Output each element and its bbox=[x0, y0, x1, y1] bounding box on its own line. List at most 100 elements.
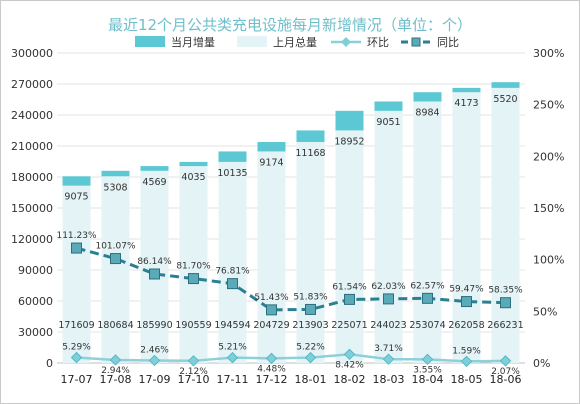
x-tick-label: 18-06 bbox=[490, 373, 522, 386]
y-left-tick: 60000 bbox=[18, 295, 53, 308]
mom-label: 5.22% bbox=[296, 343, 325, 353]
legend-increment-label: 当月增量 bbox=[171, 35, 215, 49]
y-right-tick: 0% bbox=[533, 357, 550, 370]
prev-total-bar bbox=[179, 166, 208, 363]
x-tick-label: 18-05 bbox=[451, 373, 483, 386]
data-labels: 9075 171609 111.23% 5.29% 5308 180684 101.07% 2… bbox=[56, 94, 523, 377]
prev-total-bar bbox=[140, 170, 169, 363]
increment-bar bbox=[452, 87, 481, 93]
prev-total-bar bbox=[374, 110, 403, 364]
y-right-tick: 150% bbox=[533, 202, 564, 215]
yoy-marker bbox=[422, 292, 433, 304]
yoy-label: 59.47% bbox=[449, 285, 484, 295]
increment-bar bbox=[179, 161, 208, 167]
prev-total-label: 180684 bbox=[97, 320, 133, 331]
x-tick-label: 17-07 bbox=[61, 373, 93, 386]
prev-total-bars bbox=[62, 87, 520, 364]
x-tick-label: 17-08 bbox=[100, 373, 132, 386]
prev-total-label: 190559 bbox=[175, 320, 211, 331]
increment-label: 4569 bbox=[142, 177, 166, 188]
mom-marker bbox=[109, 354, 122, 366]
y-left-tick: 120000 bbox=[11, 233, 53, 246]
prev-total-bar bbox=[257, 151, 286, 363]
prev-total-label: 204729 bbox=[253, 320, 289, 331]
prev-total-bar bbox=[101, 176, 130, 363]
mom-label: 4.48% bbox=[257, 364, 286, 374]
x-tick-label: 18-01 bbox=[295, 373, 327, 386]
mom-marker bbox=[70, 351, 83, 364]
prev-total-bar bbox=[218, 161, 247, 363]
mom-label: 2.12% bbox=[179, 367, 208, 377]
mom-marker bbox=[343, 348, 356, 361]
yoy-marker bbox=[149, 268, 160, 280]
y-left-tick: 270000 bbox=[11, 78, 53, 91]
y-left-tick: 30000 bbox=[18, 326, 53, 339]
increment-label: 18952 bbox=[334, 136, 364, 147]
mom-line-path bbox=[76, 353, 506, 363]
yoy-label: 111.23% bbox=[56, 231, 96, 241]
increment-label: 4173 bbox=[454, 98, 478, 109]
prev-total-label: 225071 bbox=[331, 320, 367, 331]
yoy-label: 86.14% bbox=[137, 257, 172, 267]
y-right-tick: 50% bbox=[533, 305, 557, 318]
prev-total-bar bbox=[296, 141, 325, 363]
y-left-tick: 180000 bbox=[11, 171, 53, 184]
increment-bar bbox=[491, 82, 520, 88]
yoy-label: 62.03% bbox=[371, 282, 406, 292]
increment-label: 11168 bbox=[295, 148, 325, 159]
yoy-label: 62.57% bbox=[410, 281, 445, 291]
increment-bar bbox=[335, 110, 364, 131]
yoy-marker bbox=[461, 296, 472, 308]
increment-label: 9075 bbox=[64, 192, 88, 203]
x-tick-label: 17-09 bbox=[139, 373, 171, 386]
prev-total-label: 266231 bbox=[487, 320, 523, 331]
y-right-tick: 200% bbox=[533, 150, 564, 163]
yoy-label: 58.35% bbox=[488, 286, 523, 296]
prev-total-bar bbox=[491, 87, 520, 364]
increment-label: 9174 bbox=[259, 157, 283, 168]
prev-total-label: 213903 bbox=[292, 320, 328, 331]
y-left-tick: 210000 bbox=[11, 140, 53, 153]
prev-total-label: 171609 bbox=[58, 320, 94, 331]
mom-label: 1.59% bbox=[452, 346, 481, 356]
yoy-label: 51.43% bbox=[254, 293, 289, 303]
increment-label: 9051 bbox=[376, 117, 400, 128]
x-tick-label: 17-10 bbox=[178, 373, 210, 386]
legend-increment-swatch bbox=[135, 36, 165, 47]
yoy-label: 81.70% bbox=[176, 262, 211, 272]
axis-labels: 0 30000 60000 90000 120000 150000 180000 210000… bbox=[11, 47, 564, 386]
legend-yoy-label: 同比 bbox=[437, 36, 459, 49]
yoy-marker bbox=[188, 273, 199, 285]
mom-marker bbox=[460, 355, 473, 368]
increment-bar bbox=[140, 166, 169, 171]
prev-total-label: 194594 bbox=[214, 320, 250, 331]
mom-label: 5.29% bbox=[62, 343, 91, 353]
mom-marker bbox=[421, 353, 434, 366]
yoy-label: 101.07% bbox=[95, 242, 135, 252]
y-left-tick: 150000 bbox=[11, 202, 53, 215]
legend-prev-label: 上月总量 bbox=[273, 35, 317, 49]
yoy-line-path bbox=[76, 246, 506, 312]
increment-bars bbox=[62, 82, 520, 186]
increment-label: 5520 bbox=[493, 94, 517, 105]
increment-bar bbox=[101, 170, 130, 177]
increment-label: 10135 bbox=[217, 168, 247, 179]
increment-label: 5308 bbox=[103, 182, 127, 193]
legend: 当月增量 上月总量 环比 同比 bbox=[135, 35, 459, 49]
x-tick-label: 18-03 bbox=[373, 373, 405, 386]
mom-label: 8.42% bbox=[335, 360, 364, 370]
mom-label: 2.46% bbox=[140, 345, 169, 355]
mom-marker bbox=[499, 355, 512, 367]
prev-total-label: 253074 bbox=[409, 320, 445, 331]
y-left-tick: 0 bbox=[46, 357, 53, 370]
x-tick-label: 17-11 bbox=[217, 373, 249, 386]
increment-bar bbox=[218, 151, 247, 162]
mom-line bbox=[70, 348, 512, 368]
increment-bar bbox=[62, 176, 91, 186]
mom-marker bbox=[304, 351, 317, 364]
prev-total-label: 262058 bbox=[448, 320, 484, 331]
yoy-marker bbox=[305, 303, 316, 315]
yoy-label: 61.54% bbox=[332, 282, 367, 292]
increment-bar bbox=[374, 101, 403, 111]
